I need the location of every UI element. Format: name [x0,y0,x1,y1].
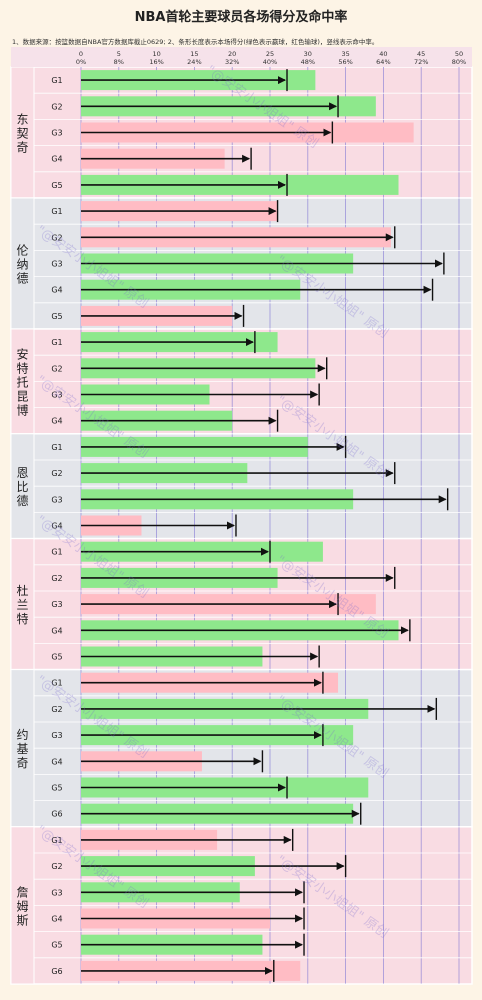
player-name: 詹姆斯 [16,885,28,927]
player-name: 杜兰特 [16,583,28,626]
game-label: G3 [51,129,62,138]
game-label: G6 [51,967,62,976]
game-label: G2 [51,574,62,583]
pct-tick-label: 64% [376,58,390,66]
score-tick-label: 10 [152,50,160,58]
game-label: G3 [51,391,62,400]
chart-note: 1、数据来源：按篮数据自NBA官方数据库截止0629; 2、条形长度表示本场得分… [12,38,379,46]
game-label: G1 [51,443,62,452]
game-label: G2 [51,102,62,111]
game-label: G1 [51,207,62,216]
player-name: 恩比德 [16,466,28,508]
game-label: G3 [51,600,62,609]
chart-title: NBA首轮主要球员各场得分及命中率 [134,10,348,25]
player-name: 东契奇 [16,113,28,155]
pct-tick-label: 8% [114,58,124,66]
game-label: G5 [51,312,62,321]
pct-tick-label: 56% [338,58,352,66]
game-label: G5 [51,784,62,793]
pct-tick-label: 24% [187,58,201,66]
game-label: G1 [51,679,62,688]
game-label: G4 [51,286,62,295]
game-label: G6 [51,810,62,819]
game-label: G2 [51,705,62,714]
score-tick-label: 25 [266,50,274,58]
game-label: G4 [51,522,62,531]
game-label: G1 [51,548,62,557]
game-label: G1 [51,76,62,85]
score-tick-label: 5 [117,50,121,58]
game-label: G1 [51,338,62,347]
score-tick-label: 50 [455,50,463,58]
pct-tick-label: 72% [414,58,428,66]
game-label: G3 [51,888,62,897]
game-label: G2 [51,364,62,373]
axis-header-bg [11,47,472,67]
game-label: G5 [51,653,62,662]
game-label: G3 [51,495,62,504]
game-label: G5 [51,181,62,190]
pct-tick-label: 80% [452,58,466,66]
score-tick-label: 0 [79,50,83,58]
game-label: G1 [51,836,62,845]
game-label: G2 [51,233,62,242]
score-tick-label: 20 [228,50,236,58]
pct-tick-label: 16% [149,58,163,66]
player-name: 安特托昆博 [16,346,28,417]
player-name: 约基奇 [16,727,28,770]
game-label: G4 [51,915,62,924]
game-label: G4 [51,417,62,426]
game-label: G5 [51,941,62,950]
pct-tick-label: 32% [225,58,239,66]
player-name: 伦纳德 [16,243,28,286]
score-tick-label: 15 [190,50,198,58]
score-tick-label: 45 [417,50,425,58]
score-tick-label: 30 [304,50,312,58]
pct-tick-label: 40% [263,58,277,66]
score-tick-label: 40 [379,50,387,58]
pct-tick-label: 0% [76,58,86,66]
game-label: G4 [51,155,62,164]
game-label: G4 [51,757,62,766]
game-label: G2 [51,469,62,478]
score-tick-label: 35 [341,50,349,58]
game-label: G3 [51,731,62,740]
pct-tick-label: 48% [301,58,315,66]
game-label: G2 [51,862,62,871]
game-label: G4 [51,626,62,635]
game-label: G3 [51,260,62,269]
